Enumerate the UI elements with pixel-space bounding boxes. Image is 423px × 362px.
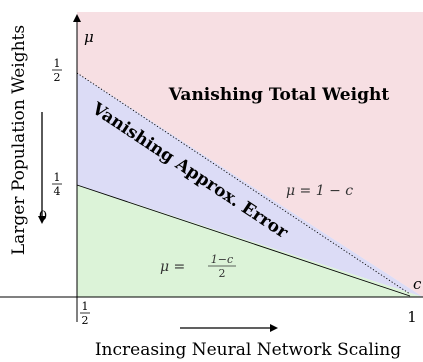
- y-tick-quarter-num: 1: [54, 171, 61, 184]
- y-tick-half-den: 2: [54, 71, 61, 84]
- label-vanishing-total-weight: Vanishing Total Weight: [168, 85, 390, 105]
- region-vanishing-total-weight: [77, 12, 423, 297]
- equation-lower-den: 2: [219, 267, 226, 280]
- x-axis-symbol: c: [413, 275, 422, 293]
- x-axis-label: Increasing Neural Network Scaling: [95, 340, 401, 360]
- y-axis-label: Larger Population Weights: [9, 25, 29, 255]
- line-mu-one-minus-c: [76, 72, 411, 295]
- equation-lower-lhs: μ =: [160, 259, 185, 275]
- y-tick-zero: 0: [39, 209, 47, 224]
- line-mu-half-one-minus-c: [76, 184, 411, 297]
- y-tick-quarter-den: 4: [54, 185, 61, 198]
- equation-mu-half-one-minus-c: μ = 1−c 2: [160, 253, 236, 280]
- equation-lower-num: 1−c: [211, 253, 233, 266]
- equation-mu-one-minus-c: μ = 1 − c: [286, 183, 353, 199]
- y-tick-quarter: 1 4: [52, 171, 62, 198]
- y-tick-half-num: 1: [54, 57, 61, 70]
- y-tick-half: 1 2: [52, 57, 62, 84]
- x-tick-one: 1: [407, 308, 417, 326]
- region-bottom: [77, 185, 423, 297]
- x-tick-half-num: 1: [82, 300, 89, 313]
- y-axis-symbol: μ: [84, 28, 94, 46]
- x-tick-half: 1 2: [80, 300, 90, 327]
- region-vanishing-approx-error: [77, 73, 423, 297]
- x-tick-half-den: 2: [82, 314, 89, 327]
